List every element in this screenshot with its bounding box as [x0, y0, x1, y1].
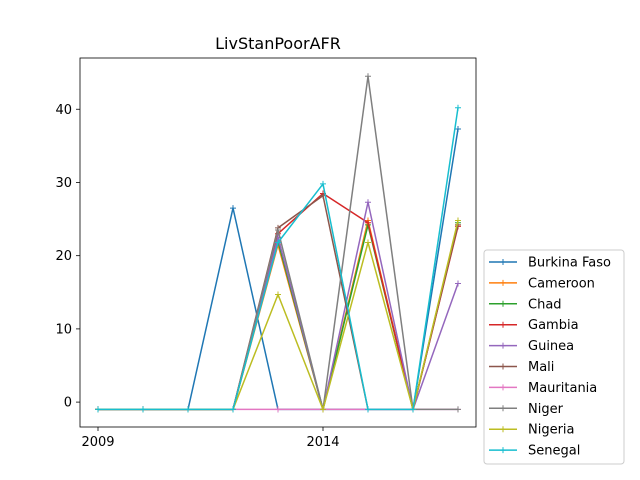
series-line-chad — [98, 222, 459, 411]
y-tick-label: 30 — [55, 176, 72, 191]
legend-marker — [500, 342, 506, 349]
series-line-senegal — [98, 107, 459, 411]
legend-label: Gambia — [528, 318, 579, 333]
x-tick-label: 2009 — [81, 435, 114, 450]
data-point — [230, 406, 236, 413]
legend-marker — [500, 426, 506, 433]
legend-label: Niger — [528, 402, 564, 417]
legend-marker — [500, 384, 506, 391]
legend-label: Mali — [528, 360, 554, 375]
legend-label: Senegal — [528, 444, 580, 459]
data-point — [365, 73, 371, 80]
data-point — [455, 280, 461, 287]
series-burkina-faso — [95, 126, 461, 413]
y-axis: 0 10 20 30 40 — [55, 103, 80, 411]
data-point — [455, 126, 461, 133]
legend-marker — [500, 259, 506, 265]
data-point — [455, 406, 461, 413]
data-point — [365, 406, 371, 413]
data-point — [275, 239, 281, 246]
legend-entry: Nigeria — [489, 423, 575, 438]
legend-entry: Guinea — [489, 339, 574, 354]
data-point — [230, 205, 236, 212]
legend-box — [483, 249, 625, 465]
legend-marker — [500, 405, 506, 412]
legend-marker — [500, 321, 506, 328]
series-line-nigeria — [98, 220, 459, 411]
legend-marker — [500, 447, 506, 454]
series-layer — [95, 73, 461, 413]
data-point — [185, 406, 191, 413]
legend-entry: Chad — [489, 297, 562, 312]
legend-marker — [500, 279, 506, 286]
legend-label: Cameroon — [528, 276, 595, 291]
legend-label: Chad — [528, 297, 562, 312]
data-point — [275, 291, 281, 298]
series-line-cameroon — [98, 219, 459, 411]
legend-entry: Senegal — [489, 444, 580, 459]
data-point — [275, 227, 281, 234]
x-tick-label: 2014 — [306, 435, 339, 450]
data-point — [95, 406, 101, 413]
legend-entry: Cameroon — [489, 276, 595, 291]
chart-title: LivStanPoorAFR — [215, 34, 341, 53]
legend-entry: Mali — [489, 360, 554, 375]
data-point — [365, 219, 371, 226]
series-senegal — [95, 104, 461, 413]
data-point — [140, 406, 146, 413]
x-axis: 2009 2014 — [81, 427, 340, 450]
y-tick-label: 10 — [55, 322, 72, 337]
data-point — [320, 406, 326, 413]
legend-entry: Mauritania — [489, 381, 597, 396]
data-point — [410, 406, 416, 413]
y-tick-label: 0 — [64, 396, 72, 411]
legend-label: Nigeria — [528, 423, 575, 438]
legend: Burkina Faso Cameroon Chad Gambia Guinea Mali… — [483, 249, 625, 465]
legend-marker — [500, 363, 506, 370]
data-point — [275, 406, 281, 413]
data-point — [455, 104, 461, 111]
plot-area — [79, 57, 477, 428]
legend-entry: Niger — [489, 402, 564, 417]
data-point — [455, 217, 461, 224]
data-point — [320, 180, 326, 187]
y-tick-label: 20 — [55, 249, 72, 264]
legend-label: Guinea — [528, 339, 574, 354]
legend-label: Mauritania — [528, 381, 597, 396]
y-tick-label: 40 — [55, 103, 72, 118]
legend-entry: Gambia — [489, 318, 579, 333]
legend-label: Burkina Faso — [528, 256, 611, 271]
data-point — [365, 199, 371, 206]
legend-entry: Burkina Faso — [489, 256, 611, 271]
data-point — [365, 239, 371, 246]
legend-marker — [500, 300, 506, 307]
